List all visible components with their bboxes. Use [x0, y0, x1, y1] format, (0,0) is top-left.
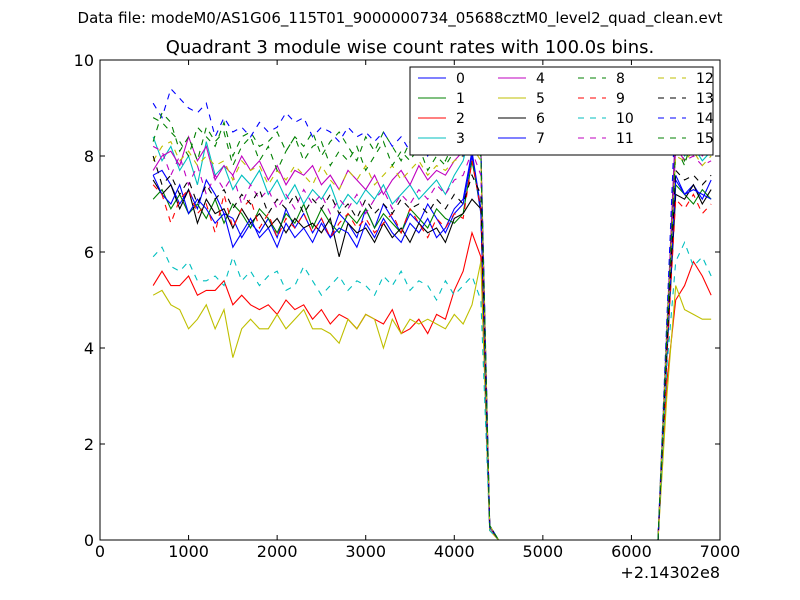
x-tick-label: 0: [95, 542, 105, 561]
legend-label: 2: [456, 111, 465, 127]
legend-label: 1: [456, 91, 465, 107]
series-line-5: [152, 261, 712, 540]
x-tick-label: 3000: [345, 542, 386, 561]
legend-label: 4: [536, 71, 545, 87]
legend-label: 11: [616, 131, 634, 147]
series-line-9: [152, 160, 712, 540]
series-line-2: [152, 230, 712, 540]
series-line-6: [152, 179, 712, 540]
x-axis-offset-label: +2.14302e8: [620, 563, 720, 582]
figure-suptitle: Data file: modeM0/AS1G06_115T01_90000007…: [77, 9, 723, 27]
series-line-10: [152, 240, 712, 540]
legend-label: 0: [456, 71, 465, 87]
legend-label: 15: [696, 131, 714, 147]
x-tick-label: 2000: [257, 542, 298, 561]
legend-label: 6: [536, 111, 545, 127]
y-tick-label: 0: [84, 531, 94, 550]
legend-label: 3: [456, 131, 465, 147]
axes-frame: [99, 59, 721, 541]
series-line-11: [152, 144, 712, 540]
y-tick-label: 4: [84, 339, 94, 358]
series-line-7: [152, 151, 712, 540]
y-tick-label: 2: [84, 435, 94, 454]
series-line-14: [152, 87, 712, 540]
y-tick-label: 6: [84, 243, 94, 262]
x-tick-label: 7000: [700, 542, 741, 561]
series-line-0: [152, 155, 712, 540]
x-tick-label: 1000: [168, 542, 209, 561]
series-line-1: [152, 160, 712, 540]
x-tick-label: 6000: [611, 542, 652, 561]
x-tick-label: 5000: [522, 542, 563, 561]
legend-label: 13: [696, 91, 714, 107]
series-line-3: [152, 125, 712, 540]
series-line-4: [152, 120, 712, 540]
series-line-15: [152, 111, 712, 540]
y-tick-label: 8: [84, 147, 94, 166]
legend-label: 12: [696, 71, 714, 87]
plot-area: [152, 87, 712, 540]
legend-label: 10: [616, 111, 634, 127]
chart-title: Quadrant 3 module wise count rates with …: [166, 37, 655, 58]
legend-label: 9: [616, 91, 625, 107]
legend-label: 8: [616, 71, 625, 87]
series-line-8: [152, 117, 712, 540]
y-tick-label: 10: [74, 51, 94, 70]
legend-frame: [409, 66, 714, 156]
legend-label: 5: [536, 91, 545, 107]
legend-label: 14: [696, 111, 714, 127]
x-tick-label: 4000: [434, 542, 475, 561]
series-line-13: [152, 155, 712, 540]
legend-label: 7: [536, 131, 545, 147]
series-line-12: [152, 140, 712, 540]
